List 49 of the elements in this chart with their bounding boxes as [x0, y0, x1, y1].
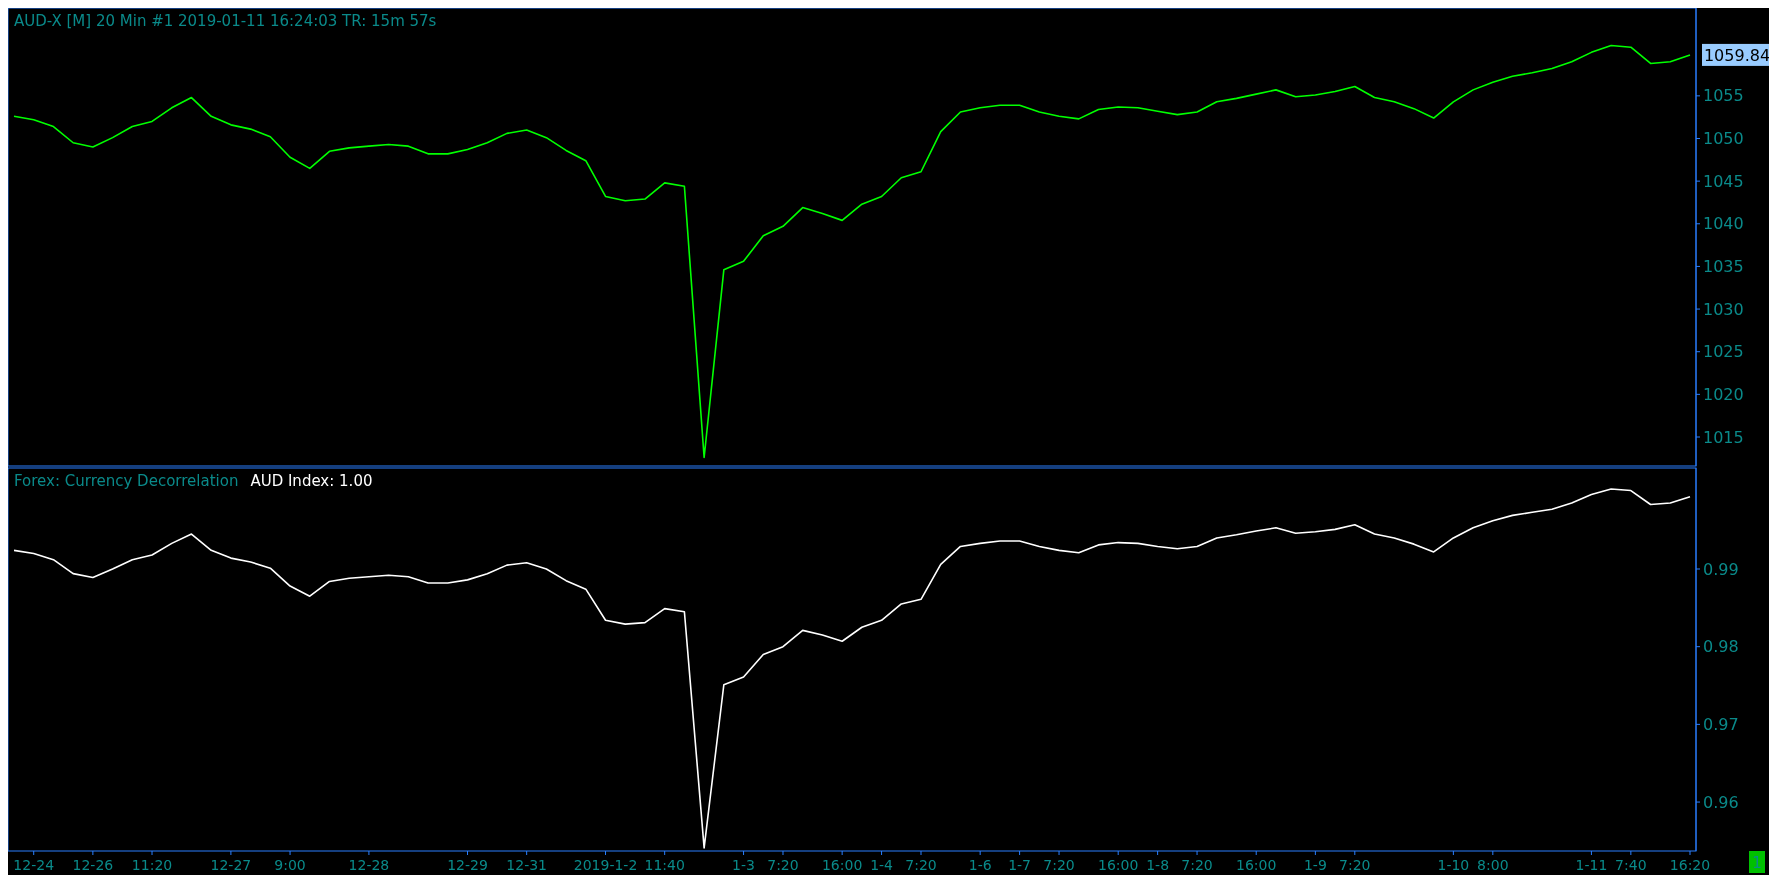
x-tick-label: 2019-1-2 [573, 857, 638, 873]
x-tick-label: 7:40 [1615, 857, 1647, 873]
x-tick-label: 11:20 [131, 857, 173, 873]
text: 1059.84 [1703, 45, 1771, 65]
x-tick-label: 16:20 [1669, 857, 1711, 873]
x-tick-label: 12-31 [506, 857, 547, 873]
x-tick-label: 1-7 [1008, 857, 1032, 873]
x-tick-label: 7:20 [767, 857, 799, 873]
x-tick-label: 8:00 [1477, 857, 1509, 873]
x-tick-label: 12-26 [72, 857, 114, 873]
y-tick-label: 0.96 [1703, 792, 1739, 812]
y-tick-label: 1035 [1703, 257, 1744, 277]
x-tick-label: 12-28 [348, 857, 390, 873]
line-series [13, 44, 1691, 459]
x-tick-label: 12-29 [447, 857, 488, 873]
x-tick-label: 11:40 [644, 857, 685, 873]
text: AUD Index: 1.00 [250, 472, 373, 490]
x-tick-label: 7:20 [1181, 857, 1213, 873]
line-series [13, 488, 1691, 849]
x-tick-label: 1-3 [732, 857, 755, 873]
x-tick-label: 12-27 [210, 857, 252, 873]
chart-title: Forex: Currency Decorrelation [14, 472, 239, 490]
y-tick-label: 1020 [1703, 384, 1744, 404]
text: 1 [1752, 854, 1762, 872]
x-tick-label: 7:20 [905, 857, 937, 873]
y-tick-label: 1045 [1703, 171, 1744, 191]
x-tick-label: 1-9 [1303, 857, 1327, 873]
chart-title: AUD-X [M] 20 Min #1 2019-01-11 16:24:03 TR: 15m 57s [14, 12, 437, 30]
x-tick-label: 16:00 [1098, 857, 1139, 873]
x-tick-label: 1-10 [1437, 857, 1470, 873]
y-tick-label: 1030 [1703, 299, 1744, 319]
y-tick-label: 1050 [1703, 129, 1744, 149]
x-tick-label: 9:00 [274, 857, 306, 873]
y-tick-label: 1055 [1703, 86, 1744, 106]
x-tick-label: 16:00 [1236, 857, 1277, 873]
y-tick-label: 0.99 [1703, 559, 1739, 579]
x-tick-label: 1-6 [968, 857, 992, 873]
x-tick-label: 1-8 [1146, 857, 1170, 873]
y-tick-label: 1040 [1703, 214, 1744, 234]
x-tick-label: 1-4 [870, 857, 894, 873]
x-tick-label: 1-11 [1575, 857, 1608, 873]
x-tick-label: 7:20 [1043, 857, 1075, 873]
y-tick-label: 0.97 [1703, 714, 1739, 734]
x-tick-label: 12-24 [13, 857, 55, 873]
y-tick-label: 1015 [1703, 427, 1744, 447]
y-tick-label: 1025 [1703, 342, 1744, 362]
x-tick-label: 7:20 [1339, 857, 1371, 873]
y-tick-label: 0.98 [1703, 637, 1739, 657]
x-tick-label: 16:00 [821, 857, 863, 873]
